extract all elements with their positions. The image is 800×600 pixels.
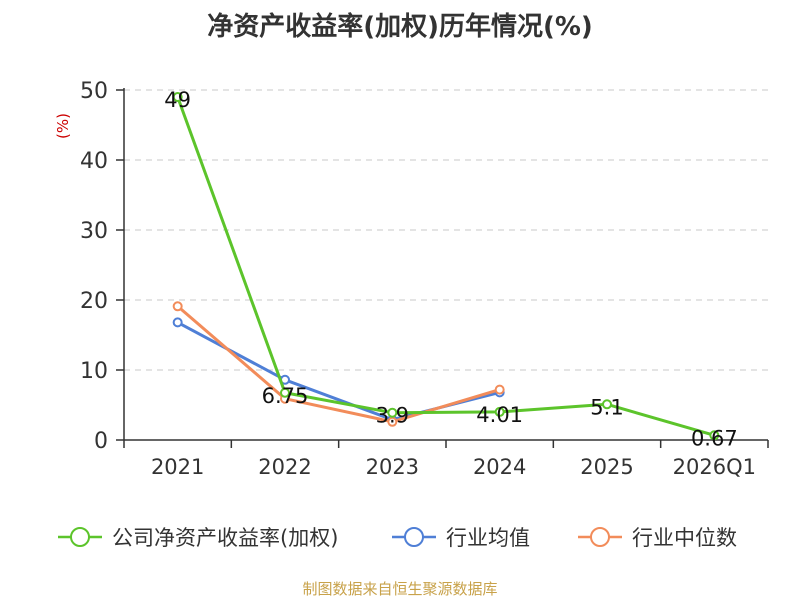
- y-tick-label: 40: [80, 149, 108, 174]
- legend-marker-1: [404, 527, 424, 547]
- x-tick-label: 2022: [258, 455, 311, 479]
- y-tick-label: 10: [80, 359, 108, 384]
- data-label: 0.67: [691, 426, 738, 450]
- series-line-0: [176, 96, 715, 437]
- source-footer: 制图数据来自恒生聚源数据库: [302, 580, 498, 598]
- legend-marker-0: [70, 527, 90, 547]
- y-tick-label: 20: [80, 289, 108, 314]
- legend-label: 公司净资产收益率(加权): [112, 526, 338, 550]
- legend-label: 行业均值: [446, 526, 530, 550]
- data-label: 5.1: [590, 395, 623, 419]
- y-axis-label: (%): [54, 113, 72, 139]
- x-tick-label: 2026Q1: [673, 455, 756, 479]
- data-label: 49: [164, 88, 191, 112]
- data-point-0: [709, 430, 720, 441]
- x-tick-label: 2024: [473, 455, 526, 479]
- x-tick-label: 2021: [151, 455, 204, 479]
- data-point-0: [172, 92, 183, 102]
- data-point-2: [172, 301, 183, 312]
- legend-marker-2: [590, 527, 610, 547]
- legend-label: 行业中位数: [632, 526, 737, 550]
- data-point-0: [387, 407, 398, 418]
- chart-title: 净资产收益率(加权)历年情况(%): [207, 12, 593, 42]
- y-tick-label: 30: [80, 219, 108, 244]
- data-label: 3.9: [376, 404, 409, 428]
- y-tick-label: 0: [94, 429, 108, 454]
- data-point-2: [494, 384, 505, 395]
- data-point-0: [602, 399, 612, 410]
- data-point-1: [172, 317, 183, 328]
- data-label: 6.75: [262, 384, 309, 408]
- data-point-0: [280, 387, 290, 398]
- x-tick-label: 2025: [580, 455, 633, 479]
- data-point-2: [387, 416, 398, 427]
- x-tick-label: 2023: [366, 455, 419, 479]
- series-line-2: [176, 305, 501, 424]
- data-point-0: [494, 406, 505, 417]
- data-label: 4.01: [476, 403, 523, 427]
- y-tick-label: 50: [80, 79, 108, 104]
